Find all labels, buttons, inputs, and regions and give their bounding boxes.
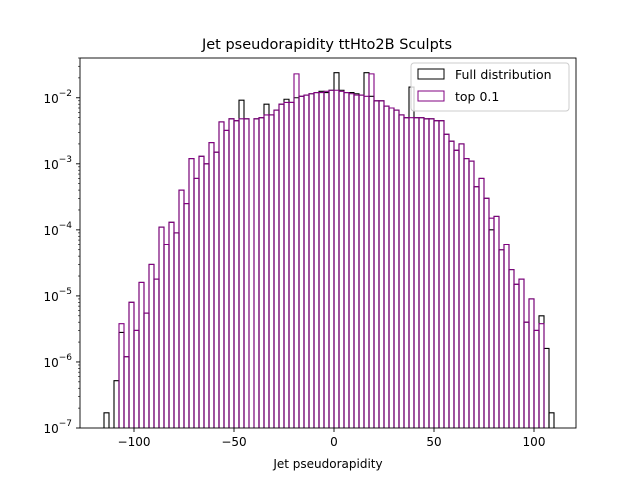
y-tick-label: 10−5: [43, 287, 72, 304]
legend-swatch-top-0-1: [417, 90, 445, 102]
y-tick-label: 10−2: [43, 89, 72, 106]
legend-label-full-distribution: Full distribution: [455, 67, 552, 82]
x-axis: −100 −50 0 50 100: [118, 428, 546, 449]
y-tick-label: 10−7: [43, 419, 72, 436]
y-tick-label: 10−6: [43, 353, 72, 370]
x-tick-label: 100: [523, 435, 546, 449]
x-tick-label: 0: [330, 435, 338, 449]
histogram-bin: [103, 412, 110, 428]
histogram-bin: [548, 412, 555, 428]
y-tick-label: 10−4: [43, 221, 72, 238]
series-layer: [103, 72, 555, 428]
x-tick-label: 50: [426, 435, 441, 449]
y-tick-label: 10−3: [43, 155, 72, 172]
histogram-bin: [243, 118, 250, 428]
legend: Full distribution top 0.1: [410, 62, 570, 112]
legend-box: [410, 62, 570, 112]
chart-title: Jet pseudorapidity ttHto2B Sculpts: [201, 37, 452, 53]
x-tick-label: −50: [221, 435, 246, 449]
x-tick-label: −100: [118, 435, 151, 449]
legend-label-top-0-1: top 0.1: [455, 89, 499, 104]
series-top-0-1: [118, 73, 545, 428]
x-axis-label: Jet pseudorapidity: [272, 457, 382, 471]
y-axis: 10−7 10−6 10−5 10−4 10−3 10−2: [43, 57, 80, 436]
plot-frame: [79, 57, 577, 429]
histogram-bin: [538, 323, 545, 428]
legend-swatch-full-distribution: [417, 68, 445, 80]
